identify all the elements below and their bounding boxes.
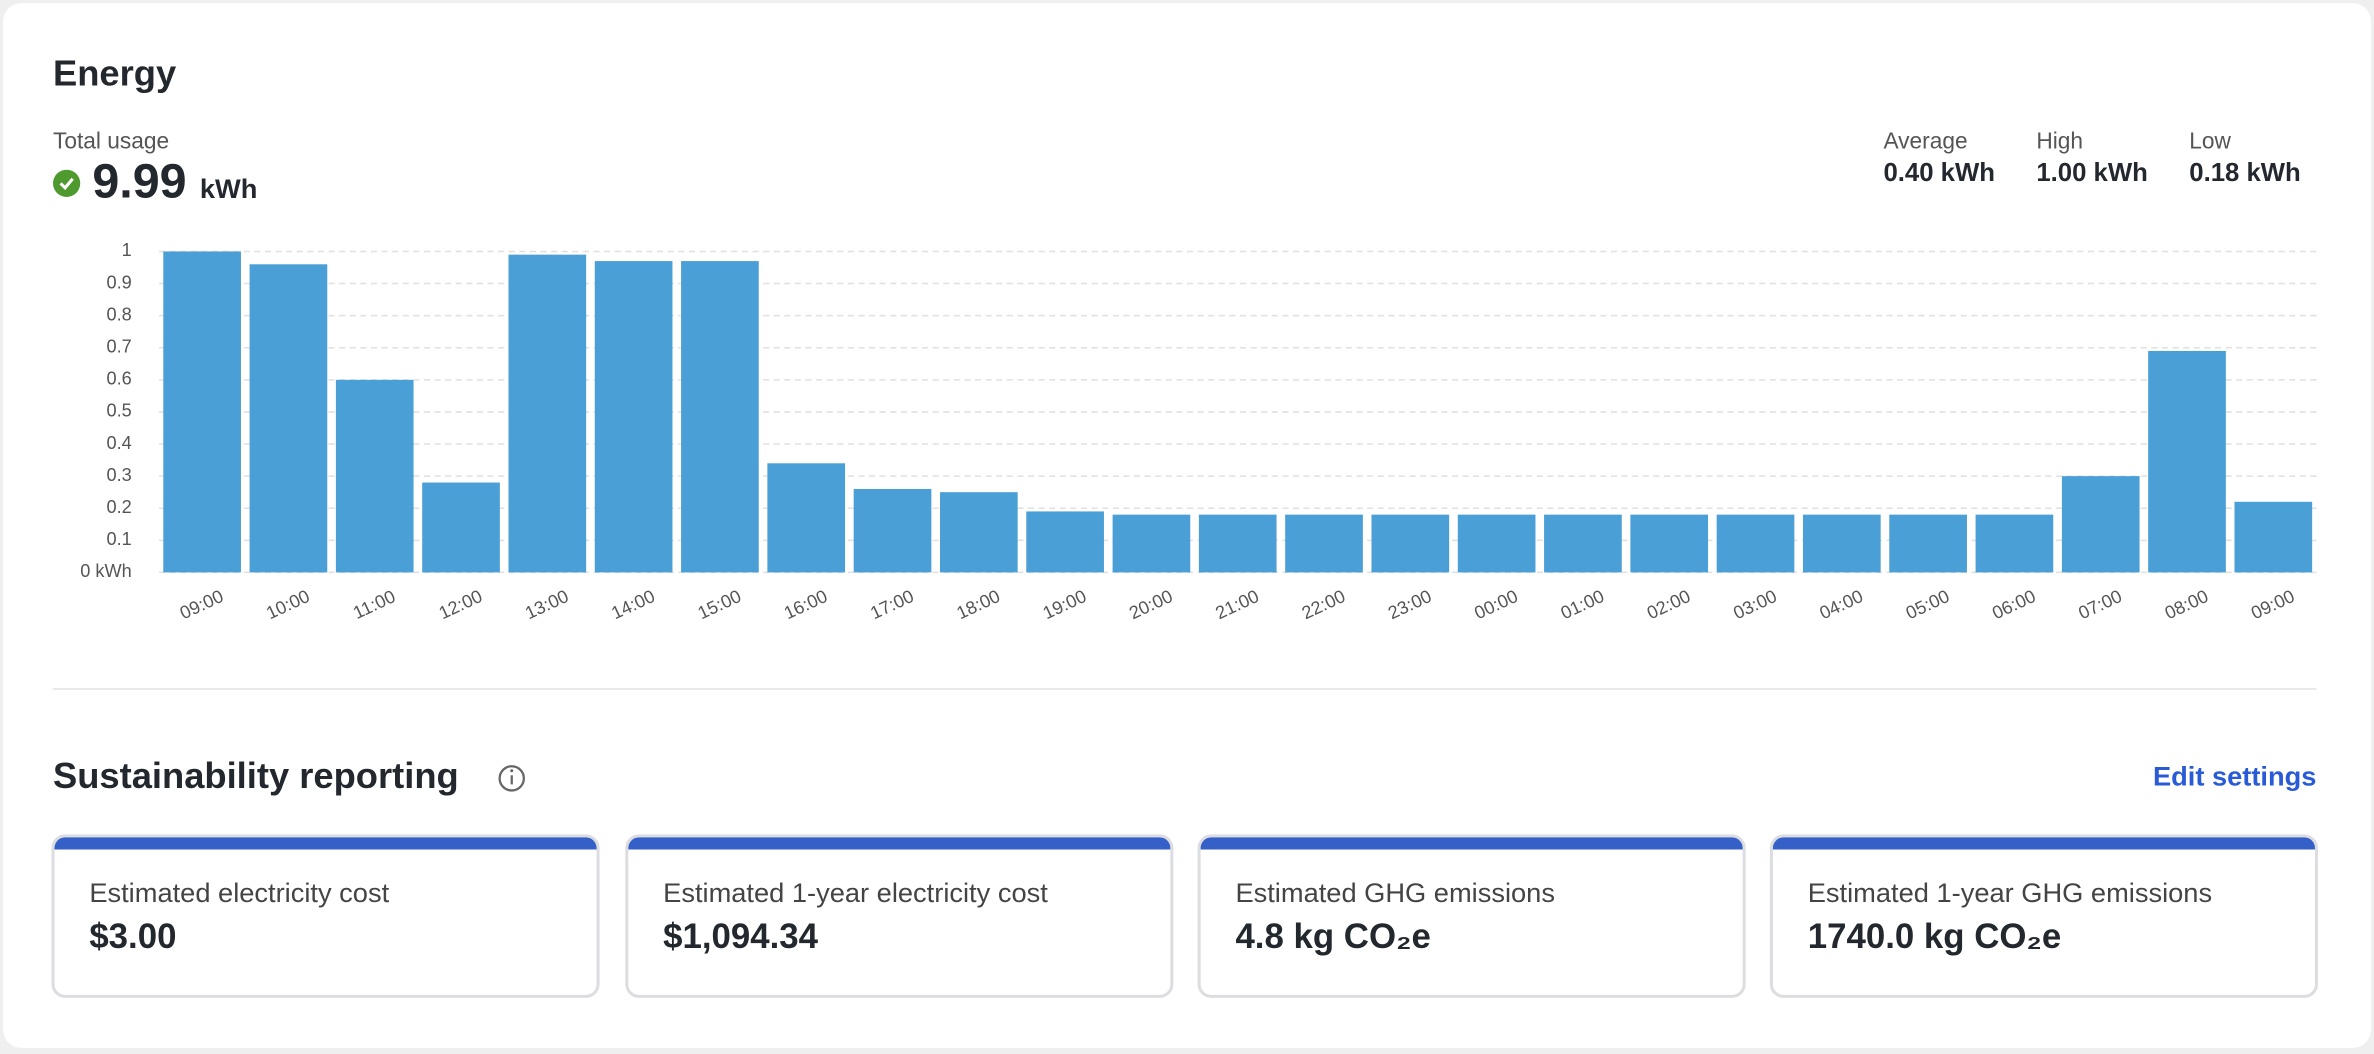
bar xyxy=(1457,514,1536,573)
y-tick-label: 0.8 xyxy=(106,304,131,324)
bar xyxy=(1544,514,1622,573)
bar xyxy=(939,492,1018,573)
bar xyxy=(681,261,759,573)
metric-card xyxy=(1197,834,1746,998)
bar xyxy=(508,254,587,573)
bar xyxy=(2061,476,2140,573)
bar xyxy=(594,261,673,573)
bar xyxy=(1802,514,1881,573)
bar xyxy=(767,463,846,573)
edit-settings-link[interactable]: Edit settings xyxy=(2153,761,2317,792)
y-tick-label: 0.2 xyxy=(106,497,131,517)
status-icon xyxy=(52,169,81,197)
metric-card-accent xyxy=(1200,837,1743,850)
y-tick-label: 0 kWh xyxy=(80,561,131,581)
bar xyxy=(1630,514,1709,573)
total-unit: kWh xyxy=(200,173,258,204)
bar xyxy=(1975,514,2054,573)
bar xyxy=(1285,514,1363,573)
metric-label: Estimated electricity cost xyxy=(89,877,389,908)
bar xyxy=(1112,514,1191,573)
y-tick-label: 0.5 xyxy=(106,401,131,421)
bar xyxy=(1198,514,1277,573)
stat-value: 0.18 kWh xyxy=(2189,159,2301,187)
bar xyxy=(249,264,328,573)
y-tick-label: 0.7 xyxy=(106,337,131,357)
stat-label: Low xyxy=(2189,127,2231,153)
bar xyxy=(2234,501,2313,573)
metric-card xyxy=(625,834,1174,998)
y-tick-label: 0.4 xyxy=(106,433,131,453)
stat-label: High xyxy=(2036,127,2083,153)
stat-value: 0.40 kWh xyxy=(1883,159,1995,187)
bar xyxy=(1026,511,1104,573)
metric-value: 4.8 kg CO₂e xyxy=(1235,917,1430,956)
y-tick-label: 0.3 xyxy=(106,465,131,485)
metric-value: $3.00 xyxy=(89,917,176,956)
total-label: Total usage xyxy=(53,127,169,153)
bar xyxy=(1889,514,1967,573)
y-tick-label: 1 xyxy=(122,240,132,260)
metric-card-accent xyxy=(54,837,597,850)
metric-card-accent xyxy=(628,837,1171,850)
metric-value: 1740.0 kg CO₂e xyxy=(1808,917,2062,956)
metric-value: $1,094.34 xyxy=(663,917,819,956)
metric-label: Estimated GHG emissions xyxy=(1235,877,1555,908)
metric-card xyxy=(51,834,600,998)
y-tick-label: 0.1 xyxy=(106,529,131,549)
status-check xyxy=(59,177,74,191)
stat-label: Average xyxy=(1883,127,1967,153)
bar xyxy=(1716,514,1795,573)
info-icon-dot xyxy=(510,769,514,773)
bar xyxy=(853,488,932,573)
y-tick-label: 0.9 xyxy=(106,272,131,292)
metric-label: Estimated 1-year GHG emissions xyxy=(1808,877,2212,908)
total-value: 9.99 xyxy=(92,155,186,209)
bar xyxy=(422,482,500,573)
y-tick-label: 0.6 xyxy=(106,369,131,389)
bar xyxy=(2148,350,2226,573)
bar xyxy=(335,379,414,573)
info-icon[interactable] xyxy=(498,765,525,792)
panel-title: Energy xyxy=(53,52,177,93)
bar xyxy=(1371,514,1450,573)
metric-label: Estimated 1-year electricity cost xyxy=(663,877,1048,908)
metric-card xyxy=(1769,834,2318,998)
bar xyxy=(163,251,241,573)
stat-value: 1.00 kWh xyxy=(2036,159,2148,187)
section-title: Sustainability reporting xyxy=(53,755,459,796)
metric-card-accent xyxy=(1772,837,2315,850)
